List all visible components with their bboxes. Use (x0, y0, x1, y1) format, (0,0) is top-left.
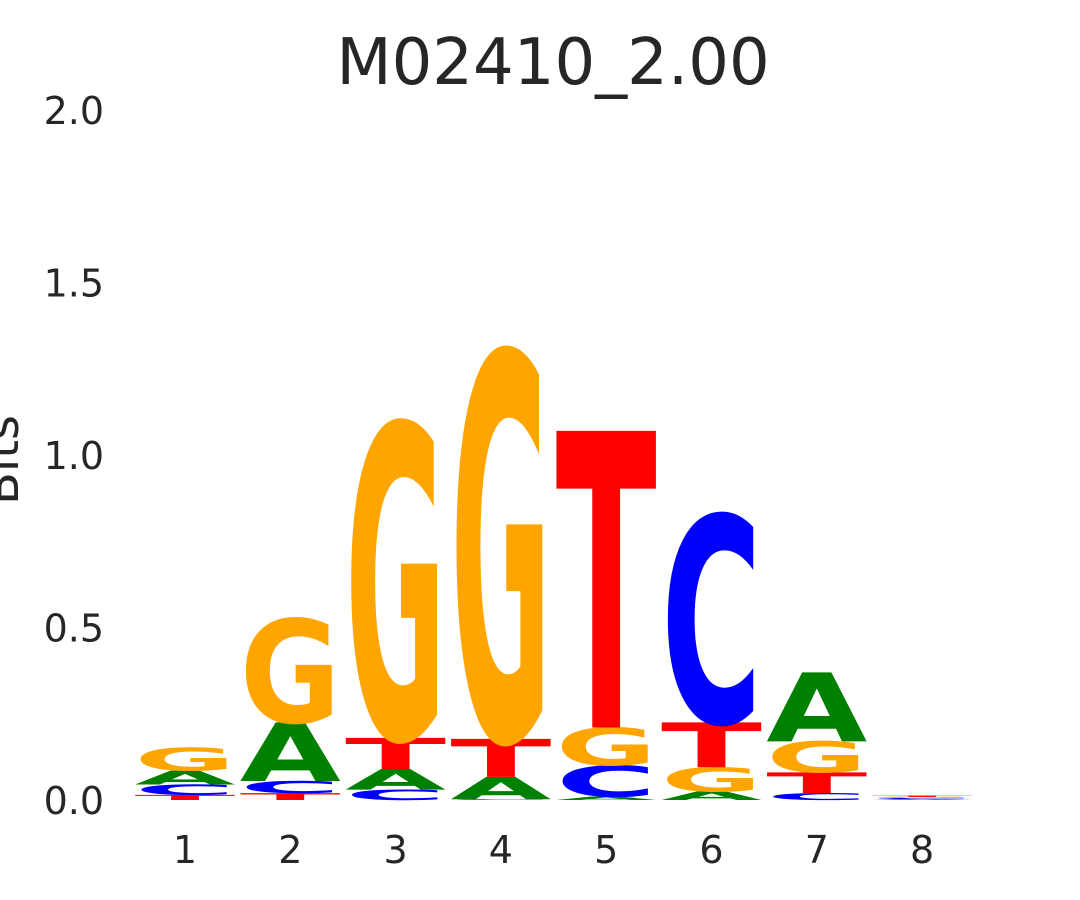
letter: A (872, 799, 973, 801)
y-tick-label: 1.5 (44, 262, 104, 306)
letter: T (135, 793, 236, 801)
letter: C (556, 757, 657, 807)
x-tick-label: 3 (384, 828, 408, 872)
x-tick-label: 8 (910, 828, 934, 872)
letter: C (345, 787, 446, 804)
letter: A (135, 767, 236, 789)
letter: G (556, 718, 657, 779)
y-axis-label: Bits (0, 415, 30, 505)
letter: C (766, 791, 867, 802)
x-tick-label: 6 (699, 828, 723, 872)
letter: A (240, 706, 341, 800)
letter: C (450, 799, 551, 800)
letter: G (872, 797, 973, 799)
letter: T (240, 791, 341, 802)
y-tick-label: 1.0 (44, 434, 104, 478)
letter: T (766, 767, 867, 800)
letter: G (661, 761, 762, 800)
letter: G (240, 592, 341, 757)
y-tick-label: 0.0 (44, 779, 104, 823)
x-tick-label: 1 (173, 828, 197, 872)
letter: A (450, 771, 551, 807)
letter: C (240, 778, 341, 797)
letter: C (135, 782, 236, 799)
letter: T (450, 729, 551, 790)
x-tick-label: 2 (278, 828, 302, 872)
letter: C (661, 459, 762, 790)
letter: T (556, 351, 658, 824)
x-tick-label: 4 (489, 828, 513, 872)
letter: A (766, 653, 867, 763)
y-tick-label: 0.5 (44, 607, 104, 651)
letter: A (661, 789, 762, 803)
y-tick-label: 2.0 (44, 89, 104, 133)
letter: G (450, 247, 551, 864)
letter: T (661, 710, 762, 782)
x-tick-label: 7 (805, 828, 829, 872)
letter: G (135, 743, 236, 779)
x-tick-label: 5 (594, 828, 618, 872)
letter: T (345, 729, 446, 779)
letter: A (345, 763, 446, 796)
letter: C (872, 798, 973, 800)
letter: T (872, 795, 973, 797)
letter: A (556, 796, 657, 802)
letter: G (766, 733, 867, 783)
chart-title: M02410_2.00 (336, 26, 769, 100)
letter: G (345, 338, 446, 840)
